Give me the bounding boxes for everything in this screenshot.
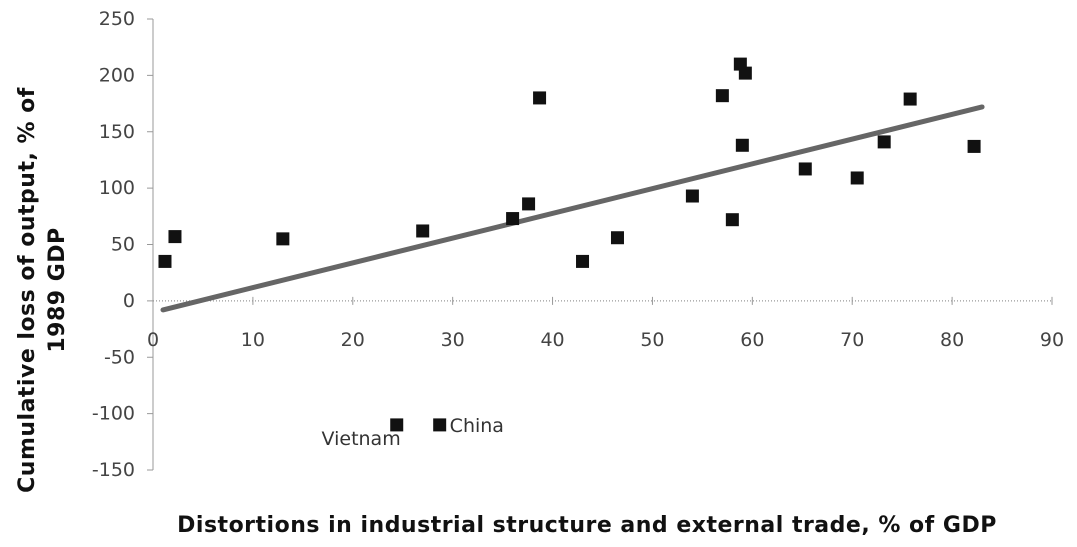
x-tick-label: 80 [940,329,964,351]
data-point [276,232,290,246]
y-tick-label: 200 [99,64,135,86]
data-point [610,231,624,245]
data-point [168,230,182,244]
y-tick-label: -100 [92,403,135,425]
y-axis-title-group: Cumulative loss of output, % of 1989 GDP [15,87,70,493]
x-tick-label: 50 [640,329,664,351]
x-tick-label: 30 [441,329,465,351]
data-point [738,66,752,80]
x-tick-label: 40 [540,329,564,351]
data-point [967,139,981,153]
data-point [576,254,590,268]
y-axis-title-line-2: 1989 GDP [45,227,70,352]
x-axis-title: Distortions in industrial structure and … [177,513,997,538]
x-tick-label: 20 [341,329,365,351]
annotation-marker [390,418,404,432]
annotation-label-china: China [450,415,504,437]
y-tick-label: -50 [104,346,135,368]
y-axis-title-line-1: Cumulative loss of output, % of [15,87,40,493]
y-tick-label: 50 [111,234,135,256]
data-point [877,135,891,149]
y-tick-label: -150 [92,459,135,481]
data-point [798,162,812,176]
data-point [725,213,739,227]
data-point [522,197,536,211]
data-point [850,171,864,185]
annotation-label-vietnam: Vietnam [322,428,401,450]
x-tick-label: 0 [147,329,159,351]
y-tick-label: 0 [123,290,135,312]
data-point [903,92,917,106]
data-point [735,138,749,152]
trendline [160,104,985,313]
x-tick-label: 10 [241,329,265,351]
y-tick-label: 150 [99,121,135,143]
y-tick-label: 250 [99,8,135,30]
x-tick-label: 90 [1040,329,1064,351]
data-point [416,224,430,238]
x-tick-label: 60 [740,329,764,351]
y-tick-label: 100 [99,177,135,199]
annotation-marker [433,418,447,432]
data-point [685,189,699,203]
data-point [533,91,547,105]
x-tick-label: 70 [840,329,864,351]
data-point [158,254,172,268]
data-point [715,89,729,103]
data-point [506,212,520,226]
